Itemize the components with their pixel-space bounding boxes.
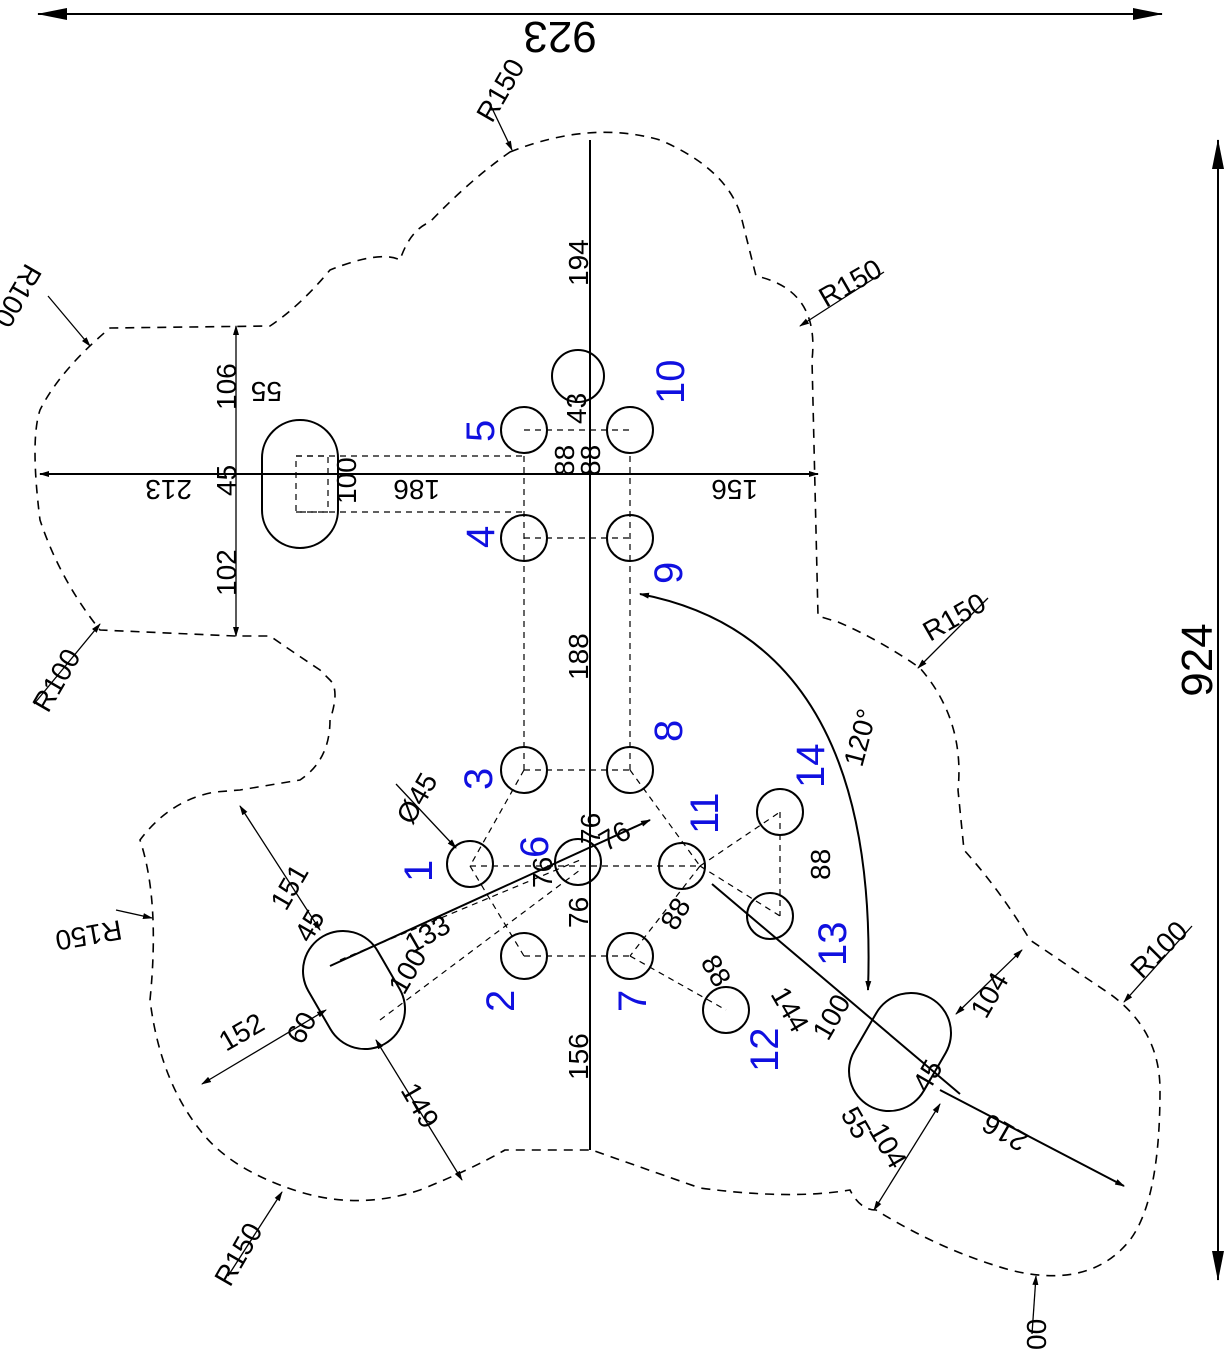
slot-left [302,929,406,1051]
hole-1 [446,840,494,888]
svg-text:76: 76 [575,813,606,844]
svg-text:43: 43 [561,393,592,424]
hole-label-13: 13 [811,922,855,967]
hole-label-12: 12 [743,1028,787,1073]
svg-text:156: 156 [563,1033,594,1080]
svg-text:213: 213 [145,474,192,505]
hole-label-11: 11 [683,792,727,834]
svg-text:100: 100 [806,989,856,1045]
hole-label-8: 8 [647,720,691,742]
hole-11 [658,842,706,890]
slot-top [261,419,339,549]
overall-height-dimension: 924 [1173,139,1224,1281]
svg-text:45: 45 [211,465,242,496]
hole-10 [551,349,605,403]
radius-label-left: R150 [53,914,124,956]
hole-3 [500,746,548,794]
svg-text:106: 106 [211,363,242,410]
svg-text:102: 102 [211,549,242,596]
svg-text:149: 149 [395,1078,445,1134]
holes [446,349,804,1034]
svg-text:55: 55 [251,376,282,407]
svg-text:104: 104 [964,967,1014,1023]
svg-text:76: 76 [527,857,558,888]
radius-label-right-lower: R100 [1124,915,1193,984]
overall-width-label: 923 [523,12,596,61]
boundary-outline [34,131,1161,1277]
hole-label-6: 6 [513,836,557,858]
overall-width-dimension: 923 [37,7,1163,61]
hole-diameter-label: Ø45 [390,768,443,829]
hole-8 [606,746,654,794]
svg-text:216: 216 [977,1107,1033,1157]
svg-text:188: 188 [563,633,594,680]
angle-label: 120° [838,706,883,770]
svg-text:152: 152 [214,1007,270,1057]
radius-label-top: R150 [470,54,530,127]
radius-label-top-left: R100 [0,259,48,332]
hole-2 [500,932,548,980]
svg-text:88: 88 [549,445,580,476]
hole-label-3: 3 [457,768,501,790]
radius-leaders [33,103,1193,1335]
svg-text:186: 186 [393,474,440,505]
hole-label-2: 2 [479,990,523,1012]
hole-4 [500,514,548,562]
hole-12 [702,986,750,1034]
hole-5 [500,406,548,454]
svg-text:100: 100 [331,457,362,504]
hole-14 [756,788,804,836]
angle-arc [639,592,872,991]
construction-lines [296,429,781,1021]
hole-label-7: 7 [611,990,655,1012]
hole-9 [606,514,654,562]
radius-label-bottom: 00 [1021,1319,1052,1350]
hole-label-1: 1 [397,860,441,882]
svg-text:88: 88 [654,893,696,935]
overall-height-label: 924 [1173,623,1222,696]
radius-label-right: R150 [814,253,887,313]
hole-13 [746,892,794,940]
radius-label-left-lower: R100 [26,644,86,717]
svg-text:60: 60 [280,1007,322,1049]
hole-label-5: 5 [459,420,503,442]
slot-right [848,991,952,1113]
hole-6 [554,838,602,886]
svg-text:156: 156 [711,474,758,505]
hole-10b [606,406,654,454]
hole-label-14: 14 [789,744,833,789]
svg-text:88: 88 [695,950,737,992]
svg-text:76: 76 [563,897,594,928]
svg-text:88: 88 [805,849,836,880]
radius-label-bottom-left: R150 [208,1218,268,1291]
svg-text:194: 194 [563,239,594,286]
hole-numbers: 1 2 3 4 5 6 7 8 9 10 11 12 13 14 [397,360,855,1073]
svg-text:88: 88 [575,445,606,476]
svg-text:45: 45 [288,905,330,947]
hole-label-9: 9 [647,562,691,584]
hole-label-10: 10 [649,360,693,405]
hole-label-4: 4 [459,526,503,548]
radius-label-mid-right: R150 [918,587,991,647]
hole-7 [606,932,654,980]
